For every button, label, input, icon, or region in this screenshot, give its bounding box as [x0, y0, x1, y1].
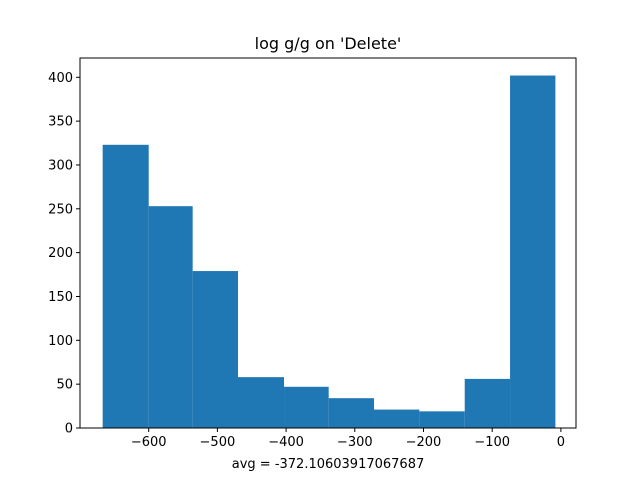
y-tick-label: 200 [48, 246, 73, 261]
x-axis-ticks: −600 −500 −400 −300 −200 −100 0 [131, 428, 565, 450]
y-tick-label: 50 [56, 378, 73, 393]
y-tick-label: 400 [48, 71, 73, 86]
x-tick-label: 0 [557, 435, 565, 450]
histogram-bar-6 [374, 409, 420, 428]
x-tick-label: −600 [131, 435, 167, 450]
histogram-bar-4 [284, 386, 329, 428]
x-tick-label: −200 [406, 435, 442, 450]
histogram-bar-0 [102, 144, 149, 428]
x-tick-label: −300 [337, 435, 373, 450]
histogram-bar-7 [419, 411, 465, 428]
y-tick-label: 0 [65, 422, 73, 437]
y-tick-label: 250 [48, 202, 73, 217]
y-tick-label: 100 [48, 334, 73, 349]
bars-group [102, 75, 556, 428]
plot-frame [79, 57, 577, 429]
histogram-bar-8 [464, 378, 511, 428]
histogram-bar-9 [510, 75, 556, 428]
histogram-bar-5 [328, 398, 375, 428]
y-tick-label: 350 [48, 115, 73, 130]
x-tick-label: −400 [268, 435, 304, 450]
x-tick-label: −500 [200, 435, 236, 450]
histogram-bar-3 [238, 377, 285, 428]
chart-title: log g/g on 'Delete' [255, 34, 402, 53]
y-tick-label: 300 [48, 158, 73, 173]
y-tick-label: 150 [48, 290, 73, 305]
x-tick-label: −100 [474, 435, 510, 450]
histogram-bar-1 [148, 206, 193, 428]
x-axis-label: avg = -372.10603917067687 [232, 457, 425, 472]
y-axis-ticks: 0 50 100 150 200 250 300 350 400 [48, 71, 80, 437]
histogram-bar-2 [192, 271, 239, 428]
